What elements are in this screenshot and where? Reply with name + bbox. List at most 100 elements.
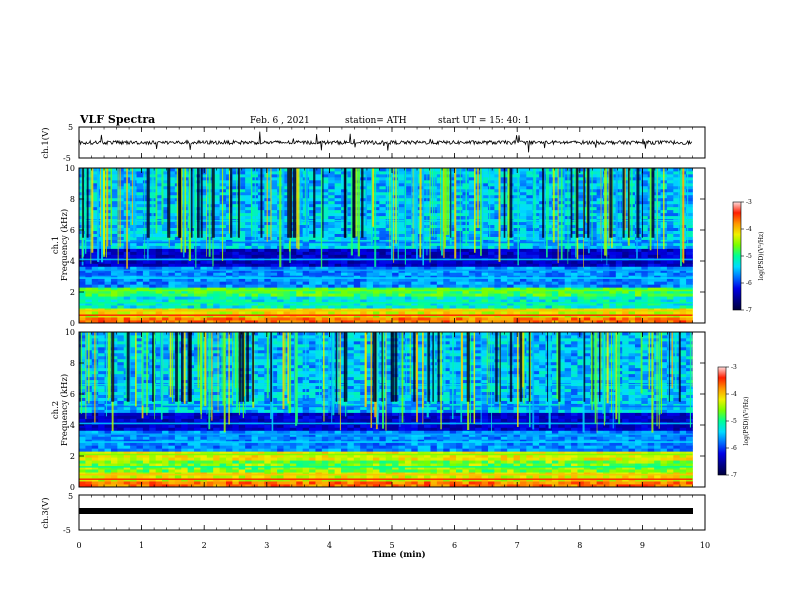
ch1-spec-cell <box>436 305 444 309</box>
ch1-spec-cell <box>430 302 438 306</box>
ch1-spec-cell <box>398 251 406 255</box>
ch1-spec-cell <box>245 227 252 231</box>
ch1-spec-cell <box>296 230 304 234</box>
ch1-spec-cell <box>596 254 604 258</box>
ch1-spec-cell <box>328 185 336 190</box>
ch1-spec-cell <box>347 281 355 285</box>
ch1-spec-cell <box>174 251 182 255</box>
ch1-spec-cell <box>117 203 125 208</box>
ch1-waveform-ylabel: ch.1(V) <box>40 127 51 158</box>
ch1-spec-cell <box>321 242 329 246</box>
ch1-spec-cell <box>417 296 425 300</box>
ch1-spec-cell <box>436 260 444 264</box>
ch1-spec-cell <box>456 182 463 187</box>
ch1-spec-cell <box>328 272 336 276</box>
ch1-spec-cell <box>360 176 367 181</box>
ch1-spec-cell <box>513 278 521 282</box>
ch1-spec-cell <box>302 287 310 291</box>
ch1-spec-cell <box>315 284 323 288</box>
ch1-spec-cell <box>213 242 220 246</box>
ch1-spec-cell <box>200 305 208 309</box>
ch1-spec-cell <box>321 209 329 214</box>
ch1-spec-cell <box>219 278 227 282</box>
ch1-spec-cell <box>513 251 521 255</box>
ch1-spec-cell <box>545 248 553 252</box>
ch1-spec-cell <box>372 233 380 237</box>
ch1-spec-cell <box>526 293 534 297</box>
ch1-spec-cell <box>494 287 502 291</box>
ch1-spec-cell <box>571 281 578 285</box>
ch1-spec-cell <box>366 170 374 175</box>
ch1-spec-cell <box>468 197 476 202</box>
ch1-spec-cell <box>283 245 291 249</box>
ch1-spec-cell <box>187 254 195 258</box>
ch1-spec-cell <box>328 296 336 300</box>
ch1-spec-cell <box>130 308 137 312</box>
ch1-spec-cell <box>679 278 687 282</box>
ch1-spec-cell <box>686 275 693 279</box>
ch1-spec-cell <box>206 320 214 324</box>
ch1-spec-cell <box>398 191 406 196</box>
ch1-spec-cell <box>462 275 470 279</box>
ch1-spec-cell <box>264 308 272 312</box>
ch1-spec-cell <box>634 287 642 291</box>
ch1-spec-cell <box>360 206 367 211</box>
ch1-spec-cell <box>622 284 629 288</box>
ch1-spec-cell <box>634 299 642 303</box>
ch1-spec-cell <box>142 227 150 231</box>
ch1-spec-cell <box>213 209 220 214</box>
ch1-spec-cell <box>309 185 316 190</box>
ch1-spec-cell <box>571 245 578 249</box>
ch1-spec-cell <box>590 302 598 306</box>
ch1-spec-cell <box>136 227 144 231</box>
ch1-spec-cell <box>270 290 278 294</box>
ch1-spec-cell <box>392 260 399 264</box>
ch1-spec-cell <box>481 272 489 276</box>
ch1-spec-cell <box>309 302 316 306</box>
ch1-spec-cell <box>603 302 610 306</box>
ch1-spec-cell <box>513 200 521 205</box>
ch1-spec-cell <box>309 182 316 187</box>
ch1-spec-cell <box>532 236 540 240</box>
ch1-spec-cell <box>219 284 227 288</box>
ch1-spec-cell <box>251 311 259 315</box>
ch1-spec-cell <box>136 254 144 258</box>
ch1-spec-cell <box>462 305 470 309</box>
ch1-spec-cell <box>270 293 278 297</box>
ch1-spec-cell <box>641 275 649 279</box>
ch1-spec-cell <box>686 311 693 315</box>
ch1-spec-cell <box>162 260 169 264</box>
ch1-spec-cell <box>315 239 323 243</box>
ch1-spec-cell <box>168 197 176 202</box>
ch1-spec-cell <box>309 227 316 231</box>
ch1-spec-cell <box>590 251 598 255</box>
ch1-spec-cell <box>162 197 169 202</box>
ch1-spec-cell <box>123 275 131 279</box>
ch1-spec-cell <box>507 296 514 300</box>
ch1-spec-cell <box>398 254 406 258</box>
ch1-spec-cell <box>603 320 610 324</box>
ch1-spec-cell <box>430 230 438 234</box>
ch1-spec-cell <box>666 281 674 285</box>
ch1-spec-cell <box>686 287 693 291</box>
ch1-spec-cell <box>475 275 482 279</box>
ch1-spec-cell <box>596 203 604 208</box>
ch1-spec-cell <box>162 224 169 229</box>
ch1-spec-cell <box>117 311 125 315</box>
ch1-spec-cell <box>85 302 93 306</box>
ch1-spec-cell <box>309 272 316 276</box>
ch1-spec-cell <box>641 224 649 229</box>
ch1-spec-cell <box>424 221 431 226</box>
ch1-spec-cell <box>360 173 367 178</box>
ch1-spec-cell <box>666 221 674 226</box>
ch1-spec-cell <box>417 290 425 294</box>
ch1-spec-cell <box>379 209 387 214</box>
ch1-spec-cell <box>321 215 329 220</box>
ch1-spec-cell <box>666 239 674 243</box>
ch1-spec-cell <box>449 293 457 297</box>
ch1-spec-cell <box>673 305 681 309</box>
ch1-spec-cell <box>571 311 578 315</box>
ch1-spec-cell <box>328 320 336 324</box>
ch1-spec-cell <box>289 311 297 315</box>
ch1-spec-cell <box>277 287 284 291</box>
